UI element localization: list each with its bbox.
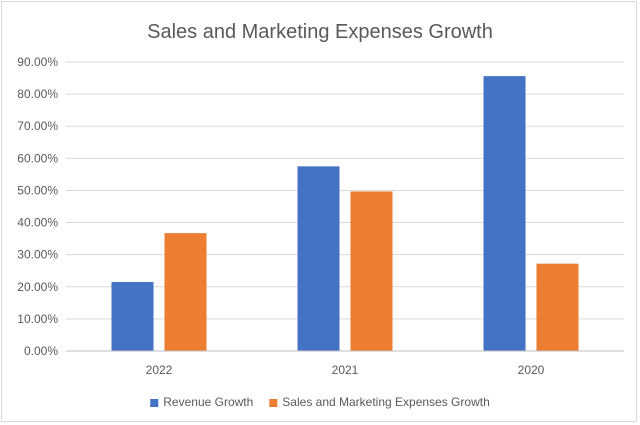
y-axis-ticks: 0.00% 10.00% 20.00% 30.00% 40.00% 50.00% 60.00… (17, 55, 58, 358)
bar-revenue-growth-2021 (297, 166, 340, 351)
y-tick-label: 10.00% (17, 312, 58, 326)
x-axis-ticks: 2022 2021 2020 (146, 363, 545, 377)
legend: Revenue Growth Sales and Marketing Expens… (150, 395, 490, 409)
y-tick-label: 30.00% (17, 248, 58, 262)
legend-swatch (269, 399, 278, 407)
legend-label: Revenue Growth (163, 395, 253, 409)
bar-revenue-growth-2020 (483, 76, 526, 351)
x-tick-label: 2020 (518, 363, 545, 377)
y-tick-label: 70.00% (17, 119, 58, 133)
bar-sales-and-marketing-expenses-growth-2020 (536, 263, 579, 351)
bar-revenue-growth-2022 (111, 281, 154, 351)
bar-sales-and-marketing-expenses-growth-2021 (350, 191, 393, 351)
y-tick-label: 40.00% (17, 216, 58, 230)
gridlines (66, 61, 624, 320)
y-tick-label: 80.00% (17, 87, 58, 101)
y-tick-label: 60.00% (17, 151, 58, 165)
x-tick-label: 2021 (332, 363, 359, 377)
x-tick-label: 2022 (146, 363, 173, 377)
y-tick-label: 20.00% (17, 280, 58, 294)
legend-label: Sales and Marketing Expenses Growth (282, 395, 489, 409)
y-tick-label: 0.00% (24, 344, 58, 358)
y-tick-label: 50.00% (17, 183, 58, 197)
chart-title: Sales and Marketing Expenses Growth (147, 21, 493, 43)
bars (111, 76, 579, 351)
legend-swatch (150, 399, 159, 407)
bar-sales-and-marketing-expenses-growth-2022 (164, 233, 207, 351)
y-tick-label: 90.00% (17, 55, 58, 69)
